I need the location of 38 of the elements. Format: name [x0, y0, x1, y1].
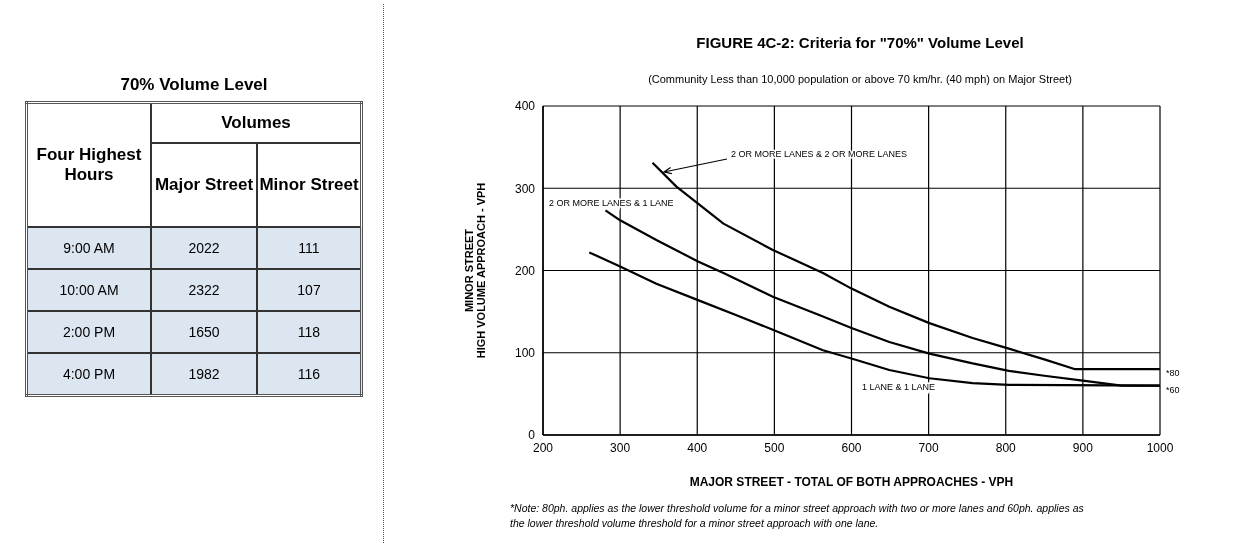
x-tick-label: 300 [610, 440, 631, 455]
text: Volumes [151, 102, 362, 143]
y-tick-label: 200 [514, 263, 536, 278]
text: 2:00 PM [26, 310, 151, 353]
y-axis-title: MINOR STREET HIGH VOLUME APPROACH - VPH [463, 182, 487, 359]
x-axis-title: MAJOR STREET - TOTAL OF BOTH APPROACHES - VPH [689, 475, 1014, 489]
annotation: *80 [1166, 368, 1180, 379]
text: Minor Street [257, 142, 362, 227]
y-tick-label: 400 [514, 99, 536, 114]
text: Four Highest Hours [26, 102, 151, 227]
x-tick-label: 1000 [1146, 440, 1174, 455]
y-tick-label: 0 [528, 428, 536, 443]
text: 4:00 PM [26, 352, 151, 395]
x-tick-label: 600 [841, 440, 862, 455]
text: Major Street [151, 142, 257, 227]
text: 107 [257, 268, 362, 311]
text: 111 [257, 226, 362, 269]
chart-title: FIGURE 4C-2: Criteria for "70%" Volume Level [695, 34, 1025, 51]
chart-subtitle: (Community Less than 10,000 population or above 70 km/hr. (40 mph) on Major Street) [647, 73, 1073, 85]
text: 2022 [151, 226, 257, 269]
x-tick-label: 500 [764, 440, 785, 455]
y-tick-label: 100 [514, 346, 536, 361]
text: 1982 [151, 352, 257, 395]
x-tick-label: 200 [532, 440, 554, 455]
text: 70% Volume Level [119, 75, 269, 95]
text: 9:00 AM [26, 226, 151, 269]
y-tick-label: 300 [514, 181, 536, 196]
x-tick-label: 800 [995, 440, 1017, 455]
text: 118 [257, 310, 362, 353]
x-tick-label: 900 [1072, 440, 1094, 455]
text: *Note: 80ph. applies as the lower threshold volume for a minor street approach with two or more lanes and 60ph. applies as the lower threshold volume threshold for a minor street approach with one lane. [510, 501, 1085, 531]
text: 116 [257, 352, 362, 395]
annotation: *60 [1166, 384, 1180, 395]
text: 2322 [151, 268, 257, 311]
text: 10:00 AM [26, 268, 151, 311]
x-tick-label: 700 [918, 440, 939, 455]
x-tick-label: 400 [687, 440, 708, 455]
text: 1650 [151, 310, 257, 353]
